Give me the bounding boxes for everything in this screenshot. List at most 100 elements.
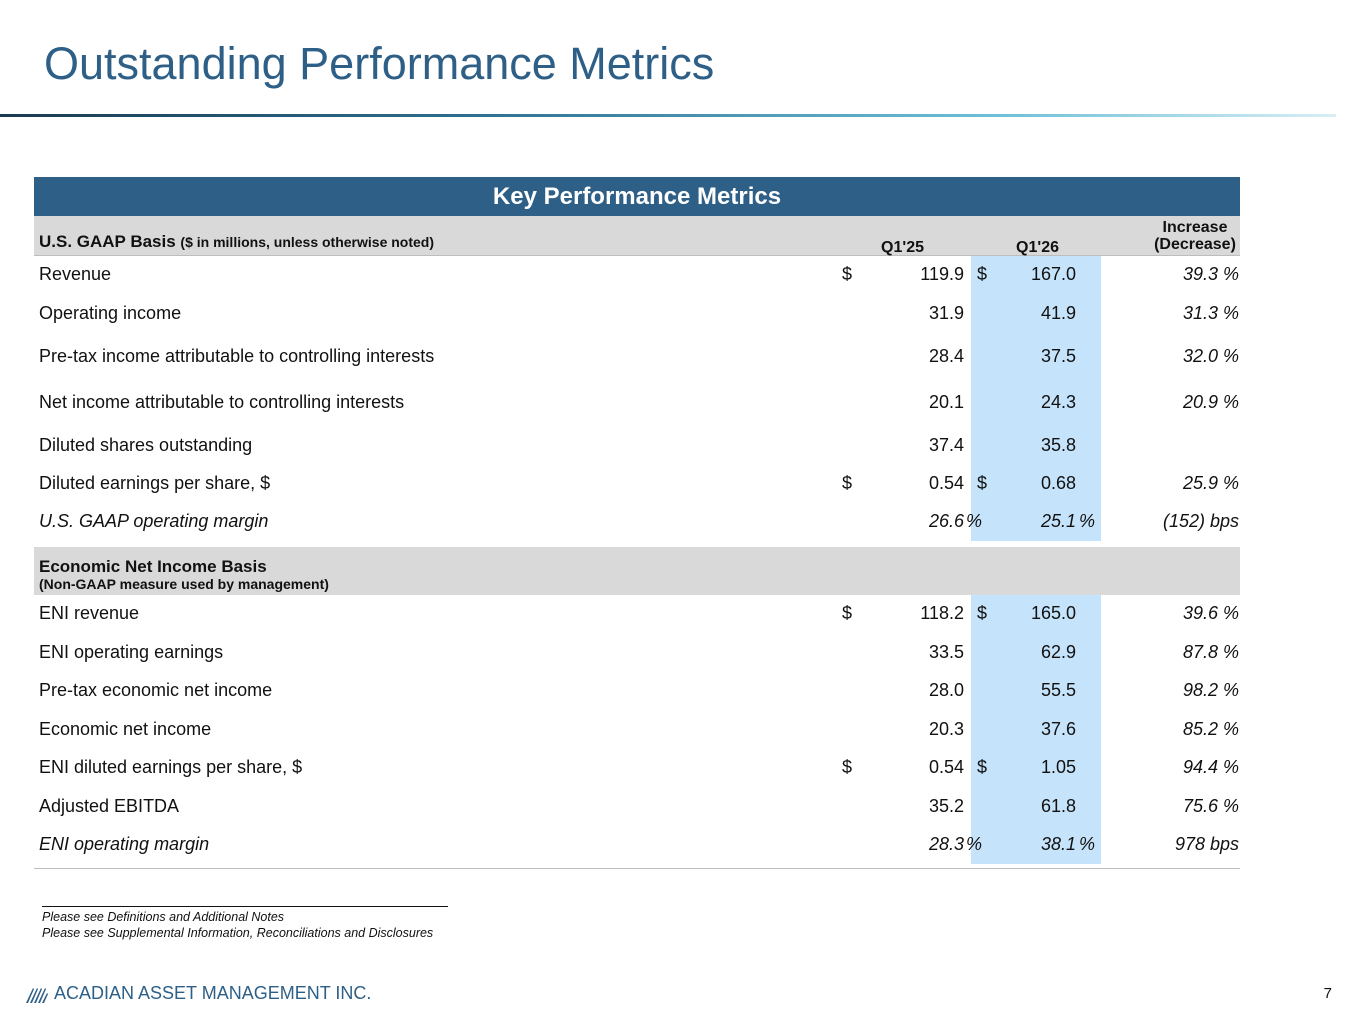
logo-text: ACADIAN ASSET MANAGEMENT INC. <box>54 983 372 1003</box>
row-label: Diluted earnings per share, $ <box>39 473 271 493</box>
change-value: 32.0 % <box>1182 346 1239 366</box>
q125-dollar-sign: $ <box>842 264 853 284</box>
page-title: Outstanding Performance Metrics <box>44 38 715 89</box>
column-header-row: U.S. GAAP Basis ($ in millions, unless o… <box>34 216 1240 256</box>
eni-rows: ENI revenue $118.2 $165.0 39.6 % ENI operati… <box>34 595 1240 868</box>
eni-basis-label: Economic Net Income Basis <box>39 557 267 576</box>
q126-value: 41.9 <box>1040 303 1076 323</box>
q126-value: 55.5 <box>1040 680 1076 700</box>
eni-section-header: Economic Net Income Basis (Non-GAAP meas… <box>34 547 1240 595</box>
q126-highlight <box>971 749 1101 787</box>
table-banner: Key Performance Metrics <box>34 177 1240 216</box>
q126-highlight <box>971 294 1101 333</box>
q125-value: 33.5 <box>928 642 964 662</box>
change-value: 87.8 % <box>1182 642 1239 662</box>
row-label: Operating income <box>39 303 182 323</box>
q125-value: 118.2 <box>920 603 964 623</box>
change-value: 39.3 % <box>1182 264 1239 284</box>
q125-value: 28.3 <box>928 834 964 854</box>
q125-value: 119.9 <box>920 264 964 284</box>
gaap-basis-heading: U.S. GAAP Basis ($ in millions, unless o… <box>39 232 434 252</box>
change-value: (152) bps <box>1162 511 1239 531</box>
q126-dollar-sign: $ <box>977 603 988 623</box>
q126-value: 165.0 <box>1030 603 1076 623</box>
row-label: Net income attributable to controlling i… <box>39 392 405 412</box>
table-row: Net income attributable to controlling i… <box>34 380 1240 426</box>
acadian-logo-icon <box>26 987 48 1003</box>
q125-percent-sign: % <box>966 511 983 531</box>
row-label: Pre-tax economic net income <box>39 680 273 700</box>
q125-value: 0.54 <box>928 473 964 493</box>
q125-percent-sign: % <box>966 834 983 854</box>
q125-value: 20.1 <box>928 392 964 412</box>
footnote-definitions: Please see Definitions and Additional No… <box>42 910 285 924</box>
column-q126: Q1'26 <box>1016 239 1059 256</box>
row-label: Diluted shares outstanding <box>39 435 253 455</box>
q126-highlight <box>971 465 1101 503</box>
footnote-supplemental: Please see Supplemental Information, Rec… <box>42 926 434 940</box>
column-change-line2: (Decrease) <box>1154 236 1236 253</box>
q126-value: 62.9 <box>1040 642 1076 662</box>
footnote-divider <box>42 906 448 907</box>
row-label: ENI diluted earnings per share, $ <box>39 757 303 777</box>
q125-value: 26.6 <box>928 511 964 531</box>
change-value: 75.6 % <box>1182 796 1239 816</box>
row-label: Revenue <box>39 264 112 284</box>
q126-value: 25.1 <box>1040 511 1076 531</box>
q126-value: 37.5 <box>1040 346 1076 366</box>
q126-value: 1.05 <box>1040 757 1076 777</box>
q125-dollar-sign: $ <box>842 603 853 623</box>
page-number: 7 <box>1323 985 1332 1002</box>
table-row: Diluted earnings per share, $ $0.54 $0.68 2… <box>34 465 1240 503</box>
table-row: ENI operating margin 28.3% 38.1% 978 bps <box>34 826 1240 864</box>
change-value: 85.2 % <box>1182 719 1239 739</box>
q126-value: 0.68 <box>1040 473 1076 493</box>
q125-value: 35.2 <box>928 796 964 816</box>
q125-value: 28.4 <box>928 346 964 366</box>
change-value: 94.4 % <box>1182 757 1239 777</box>
q126-dollar-sign: $ <box>977 473 988 493</box>
q125-dollar-sign: $ <box>842 473 853 493</box>
q126-highlight <box>971 426 1101 465</box>
table-row: Revenue $119.9 $167.0 39.3 % <box>34 256 1240 294</box>
q126-value: 167.0 <box>1030 264 1076 284</box>
table-row: Operating income 31.9 41.9 31.3 % <box>34 294 1240 333</box>
q126-dollar-sign: $ <box>977 264 988 284</box>
q125-value: 31.9 <box>928 303 964 323</box>
q126-highlight <box>971 826 1101 864</box>
q126-value: 35.8 <box>1040 435 1076 455</box>
change-value: 31.3 % <box>1182 303 1239 323</box>
q126-percent-sign: % <box>1079 834 1096 854</box>
column-change-line1: Increase <box>1162 219 1228 236</box>
row-label: U.S. GAAP operating margin <box>39 511 269 531</box>
table-bottom-rule <box>34 868 1240 869</box>
change-value: 978 bps <box>1174 834 1239 854</box>
table-row: Pre-tax income attributable to controlli… <box>34 333 1240 380</box>
q125-value: 37.4 <box>928 435 964 455</box>
change-value: 39.6 % <box>1182 603 1239 623</box>
q126-dollar-sign: $ <box>977 757 988 777</box>
row-label: Pre-tax income attributable to controlli… <box>39 346 435 366</box>
q126-value: 24.3 <box>1040 392 1076 412</box>
q126-value: 38.1 <box>1040 834 1076 854</box>
q126-highlight <box>971 256 1101 294</box>
table-row: Adjusted EBITDA 35.2 61.8 75.6 % <box>34 787 1240 826</box>
table-row: ENI revenue $118.2 $165.0 39.6 % <box>34 595 1240 633</box>
table-row: U.S. GAAP operating margin 26.6% 25.1% (152… <box>34 503 1240 541</box>
q126-highlight <box>971 710 1101 749</box>
q126-highlight <box>971 672 1101 710</box>
eni-basis-sublabel: (Non-GAAP measure used by management) <box>39 576 329 592</box>
q126-highlight <box>971 633 1101 672</box>
change-value: 20.9 % <box>1182 392 1239 412</box>
q125-value: 20.3 <box>928 719 964 739</box>
q126-percent-sign: % <box>1079 511 1096 531</box>
table-row: Pre-tax economic net income 28.0 55.5 98.2 … <box>34 672 1240 710</box>
change-value: 98.2 % <box>1182 680 1239 700</box>
q126-highlight <box>971 380 1101 426</box>
q126-value: 37.6 <box>1040 719 1076 739</box>
q126-highlight <box>971 333 1101 380</box>
column-change: Increase (Decrease) <box>1100 219 1240 253</box>
q125-value: 28.0 <box>928 680 964 700</box>
table-row: ENI diluted earnings per share, $ $0.54 $1… <box>34 749 1240 787</box>
row-label: ENI operating earnings <box>39 642 224 662</box>
